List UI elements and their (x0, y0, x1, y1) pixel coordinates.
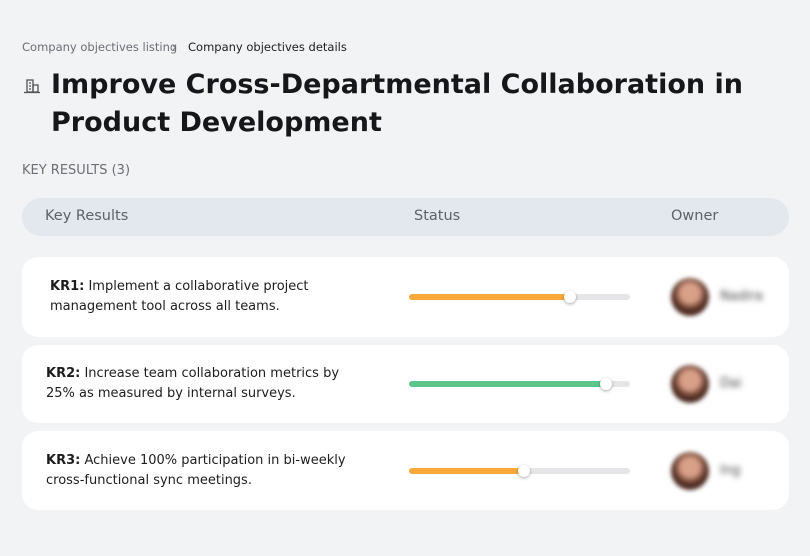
column-header: Key Results (45, 208, 129, 224)
owner-avatar (671, 451, 709, 490)
key-result-row[interactable] (22, 431, 789, 510)
progress-knob (599, 378, 612, 390)
key-result-row[interactable] (22, 345, 789, 423)
column-header: Owner (671, 208, 719, 224)
key-result-label: KR1: (50, 279, 85, 294)
breadcrumb-separator: › (172, 40, 177, 54)
breadcrumb-current: Company objectives details (188, 40, 347, 54)
table-header (22, 198, 789, 236)
key-result-text: KR1: Implement a collaborative project m… (50, 277, 370, 317)
key-result-text: KR2: Increase team collaboration metrics… (46, 364, 366, 404)
key-result-description: Achieve 100% participation in bi-weekly … (46, 452, 346, 488)
progress-knob (517, 464, 530, 477)
building-icon (24, 79, 40, 94)
owner-avatar (671, 278, 709, 316)
key-result-label: KR3: (46, 452, 81, 468)
progress-bar (409, 381, 606, 387)
breadcrumb-link[interactable]: Company objectives listing (22, 40, 178, 54)
owner-avatar (671, 365, 709, 403)
progress-bar (409, 467, 524, 474)
owner-name: Ing (720, 462, 741, 478)
progress-knob (564, 291, 577, 303)
section-label: KEY RESULTS (3) (22, 163, 131, 178)
owner-name: Dai (720, 376, 742, 391)
owner-name: Nadira (720, 289, 763, 304)
key-result-label: KR2: (46, 366, 81, 381)
column-header: Status (414, 208, 461, 224)
page-title: Improve Cross-Departmental Collaboration… (51, 69, 743, 138)
key-result-text: KR3: Achieve 100% participation in bi-we… (46, 451, 366, 491)
progress-bar (409, 294, 571, 300)
key-result-description: Increase team collaboration metrics by 2… (46, 366, 340, 401)
key-result-row[interactable] (22, 257, 789, 337)
key-result-description: Implement a collaborative project manage… (50, 279, 309, 314)
